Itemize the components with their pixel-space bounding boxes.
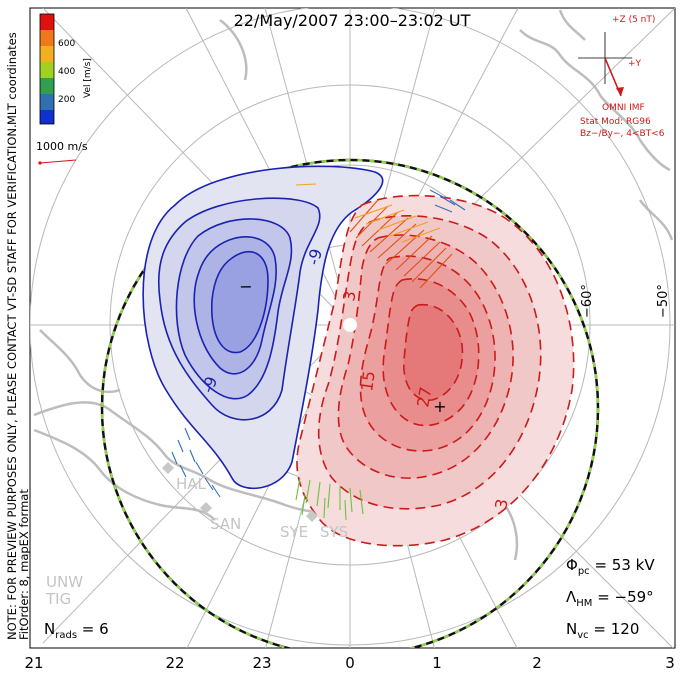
imf-by-label: +Y [628,59,642,69]
negative-potential-cell [142,165,384,490]
velocity-vectors [171,183,466,521]
potential-maximum-marker: + [433,397,446,416]
potential-minimum-marker: − [239,277,252,296]
mlt-23: 23 [252,654,271,672]
hmb-green-overlay [100,158,600,648]
station-unw: UNW [46,573,83,591]
contour-label-neg9-upper: -9 [304,247,326,267]
lat-label-50: −50° [656,284,671,318]
contour-label-27: 27 [413,385,435,408]
lat-label-60: −60° [580,284,595,318]
mlt-1: 1 [432,654,442,672]
stat-n-vc: Nvc = 120 [566,620,639,641]
imf-source: OMNI IMF [602,103,645,113]
coastlines [33,9,674,561]
mlt-axis: 21 22 23 0 1 2 3 [24,654,674,672]
imf-condition: Bz−/By−, 4<BT<6 [580,129,665,139]
contour-label-3-lower: 3 [491,497,511,510]
mlt-21: 21 [24,654,43,672]
station-labels: HAL SAN SYE SYS UNW TIG [45,475,348,608]
contour-label-3-upper: 3 [339,289,359,302]
velocity-scale: 1000 m/s [36,140,88,165]
station-sys: SYS [320,523,348,541]
station-markers [162,462,318,522]
fit-order-note: FitOrder: 8, mapEX format [17,489,31,640]
contour-label-neg9-lower: -9 [198,374,221,395]
map-title: 22/May/2007 23:00–23:02 UT [234,11,471,30]
mlt-2: 2 [532,654,542,672]
colorbar-tick-400: 400 [58,67,75,77]
imf-stat-mod: Stat Mod: RG96 [580,117,651,127]
colorbar-tick-200: 200 [58,95,75,105]
coordinates-label: MLT coordinates [5,32,19,125]
stat-n-rads: Nrads = 6 [44,620,109,641]
scale-label: 1000 m/s [36,140,88,153]
colorbar-tick-600: 600 [58,39,75,49]
velocity-colorbar: 600 400 200 Vel [m/s] [39,13,93,125]
positive-potential-cell [296,194,575,547]
pole-marker [343,318,357,332]
contour-label-15: 15 [357,370,379,393]
station-sye: SYE [280,523,308,541]
station-tig: TIG [45,590,71,608]
mlt-3: 3 [665,654,675,672]
preview-note: NOTE: FOR PREVIEW PURPOSES ONLY, PLEASE … [5,124,19,640]
colorbar-label: Vel [m/s] [83,58,93,98]
mlt-0: 0 [345,654,355,672]
mlt-22: 22 [165,654,184,672]
station-hal: HAL [176,475,207,493]
station-san: SAN [210,515,241,533]
imf-clock: +Z (5 nT) +Y OMNI IMF Stat Mod: RG96 Bz−… [578,15,665,139]
imf-bz-label: +Z (5 nT) [612,15,655,25]
